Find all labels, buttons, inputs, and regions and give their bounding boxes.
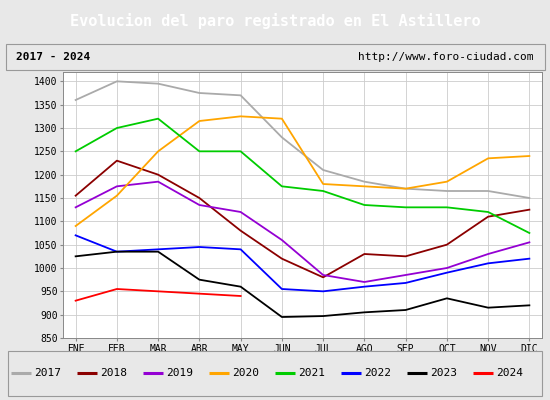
Bar <box>6 44 544 70</box>
Text: 2023: 2023 <box>430 368 457 378</box>
Text: 2024: 2024 <box>496 368 523 378</box>
Text: http://www.foro-ciudad.com: http://www.foro-ciudad.com <box>358 52 534 62</box>
Text: 2022: 2022 <box>364 368 391 378</box>
Text: 2017: 2017 <box>34 368 61 378</box>
Text: 2021: 2021 <box>298 368 325 378</box>
Text: 2018: 2018 <box>100 368 127 378</box>
Text: 2019: 2019 <box>166 368 193 378</box>
Text: 2017 - 2024: 2017 - 2024 <box>16 52 91 62</box>
Text: 2020: 2020 <box>232 368 259 378</box>
Text: Evolucion del paro registrado en El Astillero: Evolucion del paro registrado en El Asti… <box>70 13 480 29</box>
